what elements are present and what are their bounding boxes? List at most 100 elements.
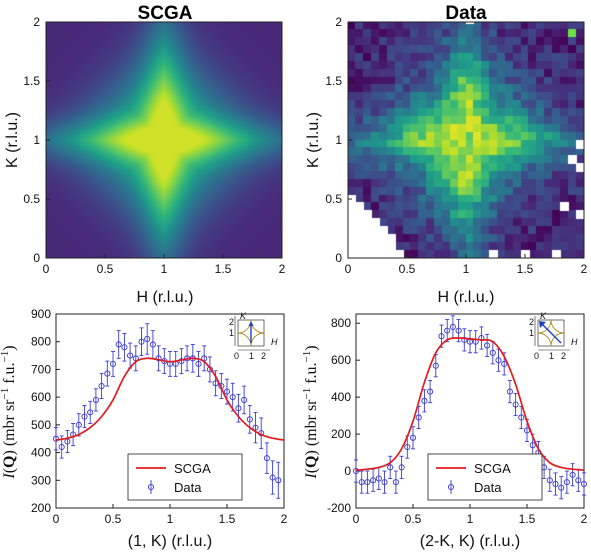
scga-model-line: [355, 337, 585, 471]
y-tick-label: 200: [331, 427, 351, 441]
data-point: [387, 464, 394, 471]
cut-1k-y-ticks: 200 300 400 500 600 700 800 900: [31, 307, 60, 515]
x-tick-label: 1.5: [215, 262, 232, 276]
cut-2mk-legend: SCGA Data: [427, 453, 543, 501]
inset-h-label: H: [571, 337, 578, 347]
data-y-ticks: 0 0.5 1 1.5 2: [325, 15, 352, 265]
data-point: [381, 479, 388, 486]
x-tick-label: 0: [345, 262, 352, 276]
x-tick-label: 1: [463, 262, 470, 276]
x-tick-label: 0: [43, 262, 50, 276]
inset-h0-label: 0: [234, 351, 239, 361]
data-point: [115, 341, 122, 348]
cut-2mk-x-ticks: 0 0.5 1 1.5 2: [353, 504, 588, 526]
scga-x-axis-label: H (r.l.u.): [137, 289, 194, 306]
data-point: [427, 388, 434, 395]
data-point: [421, 397, 428, 404]
x-tick-label: 0: [53, 512, 60, 526]
data-point: [375, 475, 382, 482]
data-point: [138, 338, 145, 345]
inset-k-label: K: [540, 311, 547, 321]
data-point: [575, 477, 582, 484]
data-point: [546, 477, 553, 484]
data-heatmap-image: [348, 22, 584, 258]
cut-1k-x-axis-label: (1, K) (r.l.u.): [128, 533, 212, 550]
data-point: [529, 442, 536, 449]
legend-scga-label: SCGA: [474, 461, 511, 476]
scga-y-axis-label: K (r.l.u.): [4, 112, 21, 168]
data-point: [252, 424, 259, 431]
x-tick-label: 1.5: [517, 262, 534, 276]
data-point: [229, 394, 236, 401]
data-point: [364, 479, 371, 486]
y-tick-label: 1: [33, 133, 40, 147]
data-point: [109, 360, 117, 367]
inset-k2-label: 2: [529, 317, 534, 327]
data-point: [195, 360, 202, 367]
data-point: [563, 479, 570, 486]
x-tick-label: 2: [279, 262, 286, 276]
data-point: [98, 383, 105, 390]
x-tick-label: 0.5: [405, 512, 422, 526]
inset-h0-label: 0: [534, 351, 539, 361]
cut-2mk-y-axis-label: I(Q) (mbr sr−1 f.u.−1): [301, 345, 320, 479]
y-tick-label: -200: [327, 501, 351, 515]
x-tick-label: 1: [467, 512, 474, 526]
scga-y-ticks: 0 0.5 1 1.5 2: [23, 15, 50, 265]
data-point: [495, 357, 502, 364]
y-tick-label: 700: [31, 362, 51, 376]
data-point: [149, 341, 156, 348]
x-tick-label: 1.5: [519, 512, 536, 526]
legend-data-label: Data: [474, 480, 502, 495]
data-point: [484, 342, 491, 349]
data-title: Data: [445, 3, 487, 24]
data-point: [52, 435, 60, 442]
data-y-axis-label: K (r.l.u.): [305, 112, 322, 168]
data-point: [506, 388, 513, 395]
y-tick-label: 400: [331, 390, 351, 404]
scga-model-line: [55, 357, 285, 441]
data-point: [144, 335, 151, 342]
y-tick-label: 1.5: [325, 74, 342, 88]
y-tick-label: 2: [335, 15, 342, 29]
data-point: [75, 421, 82, 428]
scga-title: SCGA: [138, 3, 193, 24]
y-tick-label: 0: [33, 251, 40, 265]
data-point: [81, 413, 88, 420]
inset-cut-arrowhead: [539, 321, 546, 328]
data-point: [449, 323, 456, 330]
y-tick-label: 2: [33, 15, 40, 29]
data-point: [104, 370, 111, 377]
data-point: [569, 471, 576, 478]
data-point: [392, 479, 399, 486]
y-tick-label: 800: [31, 335, 51, 349]
y-tick-label: 200: [31, 501, 51, 515]
x-tick-label: 1.5: [219, 512, 236, 526]
y-tick-label: 1: [335, 133, 342, 147]
data-heatmap-panel: Data 0 0.5 1 1.5 2 0 0.5 1 1.5 2 H (r.l.u.) K (r…: [305, 3, 588, 306]
inset-h1-label: 1: [549, 351, 554, 361]
legend-scga-label: SCGA: [174, 461, 211, 476]
x-tick-label: 0.5: [97, 262, 114, 276]
cut-1k-x-ticks: 0 0.5 1 1.5 2: [53, 504, 288, 526]
data-point: [127, 352, 134, 359]
x-tick-label: 2: [581, 262, 588, 276]
x-tick-label: 0: [353, 512, 360, 526]
inset-h2-label: 2: [561, 351, 566, 361]
data-point: [155, 355, 162, 362]
x-tick-label: 2: [581, 512, 588, 526]
inset-h-label: H: [271, 337, 278, 347]
cut-1k-y-axis-label: I(Q) (mbr sr−1 f.u.−1): [0, 345, 18, 479]
legend-box: [427, 453, 543, 501]
data-point: [235, 405, 242, 412]
data-point: [409, 434, 417, 441]
scga-x-ticks: 0 0.5 1 1.5 2: [43, 254, 286, 276]
cut-1k-panel: 0 0.5 1 1.5 2 200 300 400 500 600 700 800 900 (1, K…: [0, 307, 288, 550]
data-point: [438, 333, 445, 340]
x-tick-label: 0.5: [399, 262, 416, 276]
data-point: [87, 409, 94, 416]
y-tick-label: 600: [331, 353, 351, 367]
